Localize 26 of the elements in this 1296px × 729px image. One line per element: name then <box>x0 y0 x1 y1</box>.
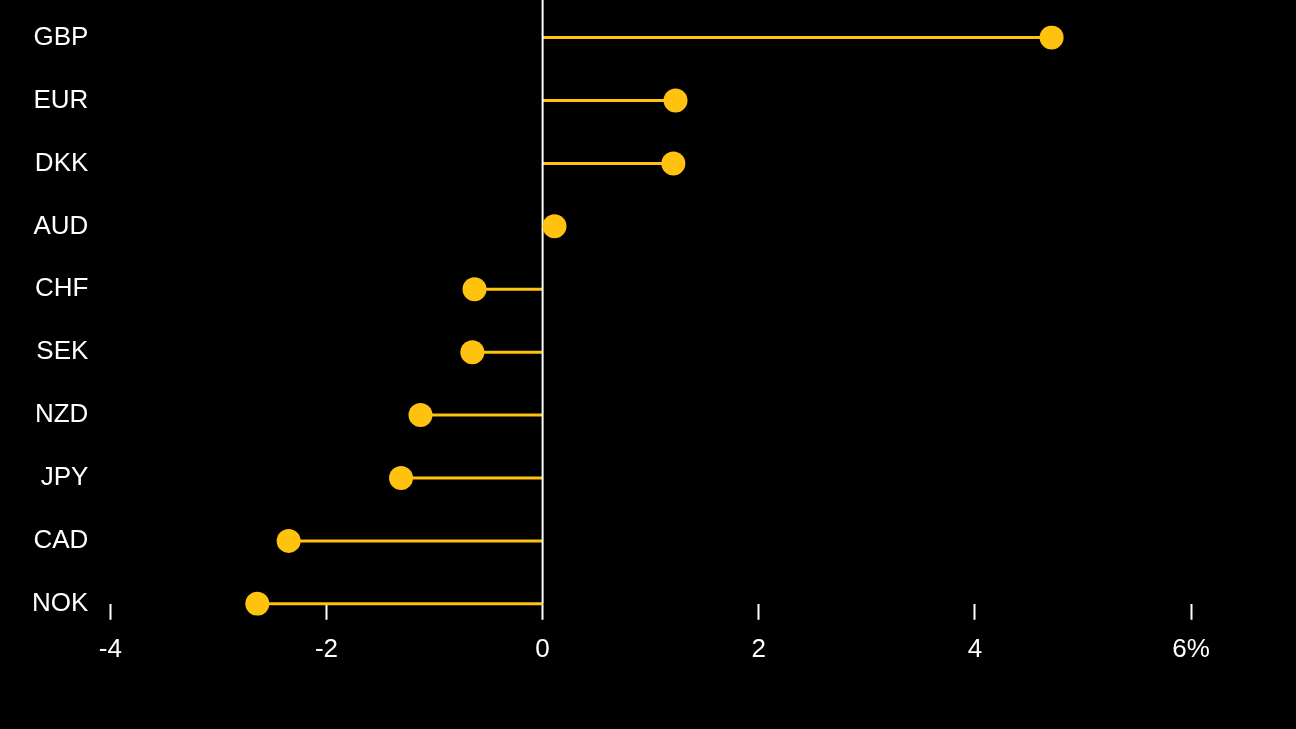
point <box>1039 25 1064 50</box>
x-tick-label: -4 <box>98 632 122 663</box>
y-tick-label: AUD <box>33 209 89 240</box>
y-tick-label: GBP <box>33 20 89 51</box>
point <box>663 88 688 113</box>
point <box>276 528 301 553</box>
y-tick-label: CAD <box>33 524 89 555</box>
y-tick-label: EUR <box>33 83 89 114</box>
x-tick-label: 2 <box>751 632 766 663</box>
y-tick-label: NZD <box>34 398 89 429</box>
x-tick-label: 6% <box>1172 632 1210 663</box>
point <box>542 214 567 239</box>
point <box>462 277 487 302</box>
point <box>245 591 270 616</box>
y-tick-label: CHF <box>34 272 89 303</box>
x-tick-label: -2 <box>314 632 339 663</box>
x-tick-label: 4 <box>967 632 983 663</box>
y-tick-label: NOK <box>32 586 89 617</box>
point <box>408 403 433 428</box>
y-tick-label: JPY <box>40 461 89 492</box>
x-tick-label: 0 <box>535 632 550 663</box>
point <box>460 340 485 365</box>
y-tick-label: SEK <box>36 335 89 366</box>
point <box>389 465 414 490</box>
point <box>661 151 686 176</box>
y-tick-label: DKK <box>34 146 89 177</box>
